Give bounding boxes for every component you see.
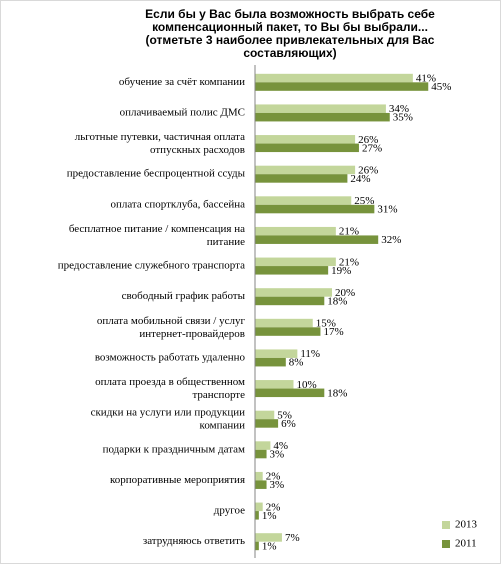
bar (255, 112, 390, 122)
bar (255, 502, 263, 512)
chart-title: (отметьте 3 наиболее привлекательных для… (146, 33, 435, 47)
bar (255, 388, 325, 398)
bar (255, 419, 279, 428)
chart-title: Если бы у Вас была возможность выбрать с… (145, 7, 435, 21)
value-label: 1% (262, 510, 277, 522)
legend-swatch (442, 521, 450, 529)
y-tick-label: другое (214, 505, 245, 517)
value-label: 17% (323, 326, 343, 338)
bar (255, 380, 294, 389)
bar (255, 449, 267, 459)
bar (255, 349, 298, 358)
bar (255, 357, 286, 367)
value-label: 26% (358, 134, 378, 146)
bar (255, 318, 313, 328)
bar (255, 441, 271, 450)
bar (255, 511, 259, 520)
y-tick-label: затрудняюсь ответить (143, 535, 245, 547)
legend-swatch (442, 540, 450, 548)
y-tick-label: льготные путевки, частичная оплата отпуск… (75, 131, 245, 156)
bar (255, 471, 263, 481)
value-label: 26% (358, 164, 378, 176)
y-tick-label: возможность работать удаленно (95, 351, 246, 363)
legend-label: 2013 (455, 519, 478, 531)
value-label: 21% (339, 256, 359, 268)
value-label: 20% (335, 287, 355, 299)
y-tick-label: предоставление служебного транспорта (58, 260, 245, 272)
value-label: 21% (339, 226, 359, 238)
value-label: 24% (350, 173, 370, 185)
bar (255, 143, 359, 153)
value-label: 15% (316, 318, 336, 330)
value-label: 18% (327, 295, 347, 307)
y-tick-label: оплачиваемый полис ДМС (120, 106, 245, 118)
value-label: 19% (331, 265, 351, 277)
bar (255, 135, 356, 144)
value-label: 31% (377, 204, 397, 216)
value-label: 18% (327, 387, 347, 399)
value-label: 35% (393, 112, 413, 124)
value-label: 6% (281, 418, 296, 430)
y-tick-label: свободный график работы (122, 290, 246, 302)
y-tick-label: подарки к праздничным датам (103, 443, 245, 455)
value-label: 2% (266, 501, 281, 513)
value-label: 25% (354, 195, 374, 207)
y-tick-label: скидки на услуги или продукции компании (91, 406, 246, 431)
bar (255, 533, 282, 542)
bar (255, 541, 259, 551)
bar (255, 82, 429, 91)
bar (255, 165, 356, 175)
value-label: 10% (297, 379, 317, 391)
bar (255, 104, 386, 113)
bar (255, 204, 375, 214)
y-tick-label: бесплатное питание / компенсация на питан… (69, 222, 245, 247)
value-label: 3% (270, 449, 285, 461)
chart-title: компенсационный пакет, то Вы бы выбрали.… (152, 20, 428, 34)
value-label: 1% (262, 540, 277, 552)
chart-title: составляющих) (243, 46, 336, 60)
value-label: 11% (300, 348, 320, 360)
value-label: 32% (381, 234, 401, 246)
bar (255, 226, 336, 236)
value-label: 4% (273, 440, 288, 452)
value-label: 27% (362, 142, 382, 154)
bar (255, 480, 267, 489)
y-tick-label: оплата проезда в общественном транспорте (95, 376, 245, 401)
value-label: 34% (389, 103, 409, 115)
value-label: 3% (270, 479, 285, 491)
y-tick-label: предоставление беспроцентной ссуды (67, 168, 246, 180)
value-label: 45% (431, 81, 451, 93)
bar (255, 73, 413, 83)
y-tick-label: корпоративные мероприятия (110, 474, 245, 486)
bar (255, 257, 336, 267)
bar (255, 235, 379, 244)
bar (255, 410, 275, 420)
y-tick-label: оплата спортклуба, бассейна (110, 198, 245, 210)
bar (255, 296, 325, 306)
value-label: 2% (266, 471, 281, 483)
y-tick-label: оплата мобильной связи / услуг интернет-п… (97, 314, 246, 339)
value-label: 5% (277, 409, 292, 421)
bar (255, 288, 332, 297)
value-label: 41% (416, 73, 436, 85)
value-label: 8% (289, 357, 304, 369)
legend-label: 2011 (455, 538, 477, 550)
bar (255, 174, 348, 183)
y-tick-label: обучение за счёт компании (119, 76, 245, 88)
bar (255, 327, 321, 336)
bar (255, 196, 352, 205)
bar (255, 266, 329, 275)
value-label: 7% (285, 532, 300, 544)
